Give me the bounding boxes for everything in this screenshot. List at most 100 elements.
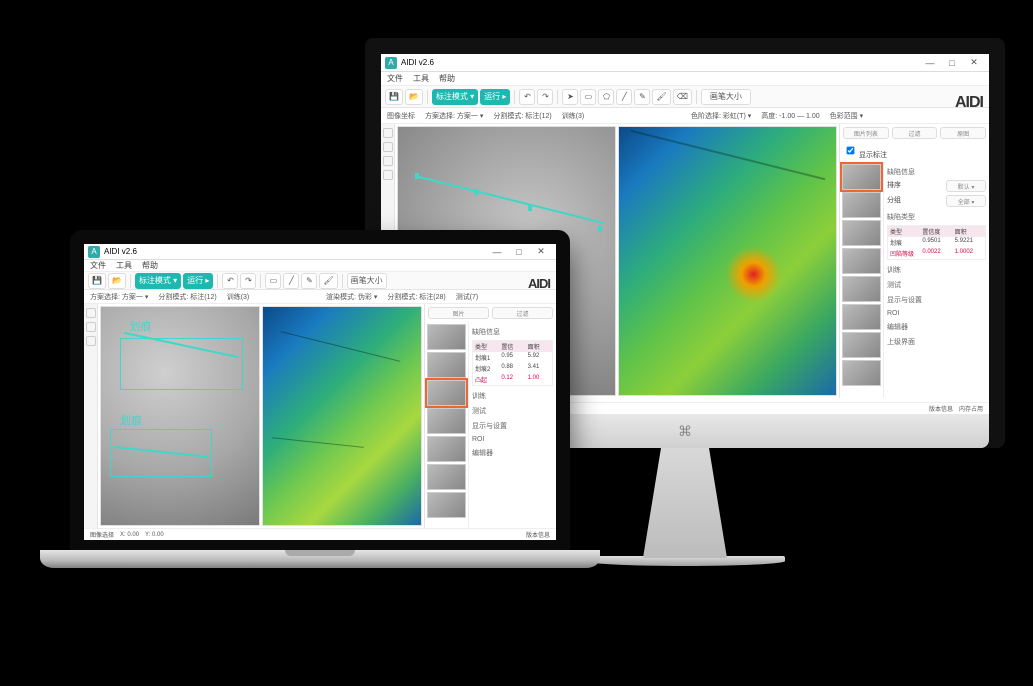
sec-parent[interactable]: 上级界面 [887,337,986,347]
undo-l[interactable]: ↶ [222,273,238,289]
erase-tool[interactable]: ⌫ [673,89,692,105]
scratch-label-1: 划痕 [129,318,151,334]
th-l-7[interactable] [427,492,466,518]
redo-button[interactable]: ↷ [537,89,553,105]
secl-3[interactable]: ROI [472,436,553,443]
sec-train[interactable]: 训练 [887,265,986,275]
pen-tool[interactable]: ✎ [634,89,650,105]
poly-tool[interactable]: ⬠ [598,89,614,105]
line-l[interactable]: ╱ [283,273,299,289]
redo-l[interactable]: ↷ [240,273,256,289]
brush-tool[interactable]: 🖌 [652,89,670,105]
vtool-3[interactable] [383,156,393,166]
secl-2[interactable]: 显示与设置 [472,421,553,431]
window-max-laptop[interactable]: □ [508,247,530,257]
menu-help[interactable]: 帮助 [439,73,455,84]
rpl-tab-images[interactable]: 图片 [428,307,489,319]
th-l-3[interactable] [427,380,466,406]
rp-tab-raw[interactable]: 原图 [940,127,986,139]
brush-l[interactable]: 🖌 [319,273,337,289]
line-tool[interactable]: ╱ [616,89,632,105]
scratch-annotation-line[interactable] [415,175,605,224]
mode-dropdown[interactable]: 标注模式 ▾ [432,89,478,105]
vtool-4[interactable] [383,170,393,180]
scratch-handle-2[interactable] [474,189,478,195]
sort-dropdown[interactable]: 默认 ▾ [946,180,986,192]
secl-1[interactable]: 测试 [472,406,553,416]
open-l[interactable]: 📂 [108,273,126,289]
th-l-1[interactable] [427,324,466,350]
open-button[interactable]: 📂 [405,89,423,105]
sec-editor[interactable]: 编辑器 [887,322,986,332]
window-minimize[interactable]: — [919,58,941,68]
vtool-strip-laptop [84,304,98,528]
save-l[interactable]: 💾 [88,273,106,289]
vtool-2[interactable] [383,142,393,152]
td-00: 划痕 [888,237,920,248]
sl-2[interactable]: 训练(3) [227,292,250,302]
undo-button[interactable]: ↶ [519,89,535,105]
app-icon: A [385,57,397,69]
thumb-8[interactable] [842,360,881,386]
sr-2[interactable]: 测试(7) [456,292,479,302]
sr-1[interactable]: 分割模式: 标注(28) [387,292,445,302]
th-l-4[interactable] [427,408,466,434]
rp-tab-filter[interactable]: 过滤 [892,127,938,139]
rect-l[interactable]: ▭ [265,273,281,289]
pen-l[interactable]: ✎ [301,273,317,289]
thumb-7[interactable] [842,332,881,358]
thumb-6[interactable] [842,304,881,330]
heatmap-view-laptop[interactable] [262,306,422,526]
group-dropdown[interactable]: 全部 ▾ [946,195,986,207]
scratch-handle-1[interactable] [415,173,419,179]
mode-l[interactable]: 标注模式 ▾ [135,273,181,289]
window-close[interactable]: ✕ [963,57,985,68]
sub-l-0[interactable]: 图像坐标 [387,111,415,121]
scratch-handle-3[interactable] [528,205,532,211]
rpl-tab-filter[interactable]: 过滤 [492,307,553,319]
sub-r-1[interactable]: 高度: -1.00 — 1.00 [761,111,819,121]
sec-roi[interactable]: ROI [887,310,986,317]
sl-0[interactable]: 方案选择: 方案一 ▾ [90,292,148,302]
thumb-2[interactable] [842,192,881,218]
menu-tools-l[interactable]: 工具 [116,260,132,271]
menu-file[interactable]: 文件 [387,73,403,84]
sl-1[interactable]: 分割模式: 标注(12) [158,292,216,302]
thumb-3[interactable] [842,220,881,246]
vt-l-3[interactable] [86,336,96,346]
save-button[interactable]: 💾 [385,89,403,105]
sec-display[interactable]: 显示与设置 [887,295,986,305]
rp-show-anno[interactable]: 显示标注 [844,152,887,159]
run-l[interactable]: 运行 ▸ [183,273,213,289]
menu-help-l[interactable]: 帮助 [142,260,158,271]
th-l-2[interactable] [427,352,466,378]
window-close-laptop[interactable]: ✕ [530,246,552,257]
thumb-4[interactable] [842,248,881,274]
thumb-1[interactable] [842,164,881,190]
pointer-tool[interactable]: ➤ [562,89,578,105]
sub-l-2[interactable]: 分割模式: 标注(12) [493,111,551,121]
th-l-5[interactable] [427,436,466,462]
menu-file-l[interactable]: 文件 [90,260,106,271]
sr-0[interactable]: 渲染模式: 伪彩 ▾ [326,292,377,302]
rect-tool[interactable]: ▭ [580,89,596,105]
sub-l-1[interactable]: 方案选择: 方案一 ▾ [425,111,483,121]
vtool-1[interactable] [383,128,393,138]
thumb-5[interactable] [842,276,881,302]
sub-r-2[interactable]: 色彩范围 ▾ [830,111,863,121]
window-min-laptop[interactable]: — [486,247,508,257]
sub-r-0[interactable]: 色阶选择: 彩虹(T) ▾ [691,111,751,121]
th-l-6[interactable] [427,464,466,490]
sub-l-3[interactable]: 训练(3) [562,111,585,121]
window-maximize[interactable]: □ [941,58,963,68]
menu-tools[interactable]: 工具 [413,73,429,84]
grayscale-view-laptop[interactable]: 划痕 划痕 [100,306,260,526]
vt-l-2[interactable] [86,322,96,332]
run-button[interactable]: 运行 ▸ [480,89,510,105]
sec-test[interactable]: 测试 [887,280,986,290]
secl-4[interactable]: 编辑器 [472,448,553,458]
rp-tab-images[interactable]: 图片列表 [843,127,889,139]
heatmap-view[interactable] [618,126,837,396]
secl-0[interactable]: 训练 [472,391,553,401]
vt-l-1[interactable] [86,308,96,318]
